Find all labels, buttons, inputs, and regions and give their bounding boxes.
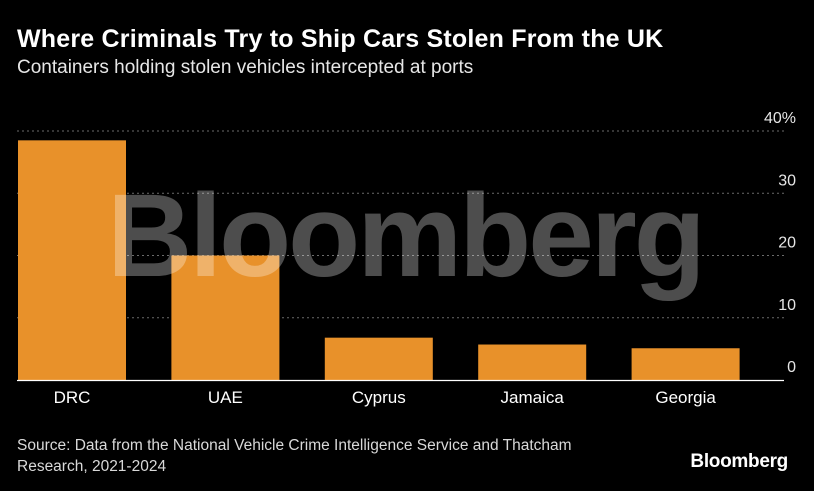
chart-subtitle: Containers holding stolen vehicles inter… — [17, 57, 474, 78]
x-tick-label: Jamaica — [501, 388, 565, 407]
bar-uae — [171, 255, 280, 380]
bar-cyprus — [324, 337, 433, 380]
y-tick-label: 10 — [778, 297, 796, 314]
chart-title: Where Criminals Try to Ship Cars Stolen … — [17, 25, 664, 53]
bar-drc — [18, 140, 126, 380]
bars — [18, 140, 740, 380]
axis-labels: 0 10 20 30 40% DRC UAE Cyprus Jamaica Georgia — [17, 110, 796, 407]
x-tick-label: DRC — [54, 388, 91, 407]
x-tick-label: Georgia — [655, 388, 716, 407]
y-tick-label: 0 — [787, 359, 796, 376]
watermark-logo: Bloomberg — [107, 170, 703, 302]
y-tick-label: 40% — [764, 110, 796, 127]
bloomberg-logo: Bloomberg — [690, 451, 788, 472]
y-tick-label: 30 — [778, 172, 796, 189]
bar-georgia — [631, 348, 740, 380]
x-tick-label: UAE — [208, 388, 243, 407]
x-tick-label: Cyprus — [352, 388, 406, 407]
source-note: Source: Data from the National Vehicle C… — [17, 437, 572, 475]
bar-jamaica — [478, 344, 587, 380]
y-tick-label: 20 — [778, 235, 796, 252]
